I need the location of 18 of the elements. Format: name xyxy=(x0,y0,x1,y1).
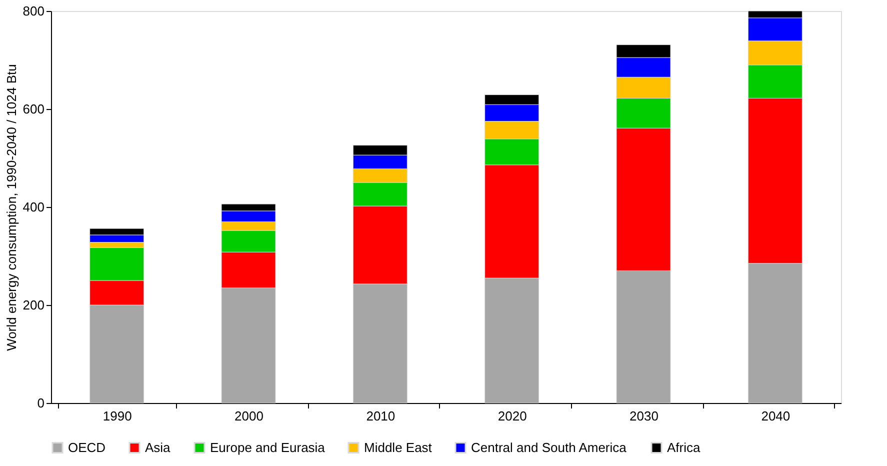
y-axis-title: World energy consumption, 1990-2040 / 1024 Btu xyxy=(4,64,19,351)
x-tick-label: 2030 xyxy=(630,408,658,424)
legend-label: Central and South America xyxy=(471,440,628,455)
x-tick-label: 2000 xyxy=(234,408,264,424)
legend-label: Asia xyxy=(145,440,172,455)
legend-label: Africa xyxy=(667,440,701,455)
x-tick-label: 2040 xyxy=(761,408,790,424)
y-tick-label: 400 xyxy=(22,200,44,214)
legend-label: Europe and Eurasia xyxy=(210,440,326,455)
y-tick-label: 200 xyxy=(22,298,44,312)
legend-label: OECD xyxy=(68,440,106,455)
x-tick-label: 1990 xyxy=(102,408,132,424)
y-tick-label: 800 xyxy=(22,4,44,18)
legend-label: Middle East xyxy=(364,440,432,455)
y-tick-label: 600 xyxy=(22,102,44,116)
x-tick-label: 2020 xyxy=(498,408,527,424)
x-tick-label: 2010 xyxy=(366,408,396,424)
y-tick-label: 0 xyxy=(37,396,44,410)
